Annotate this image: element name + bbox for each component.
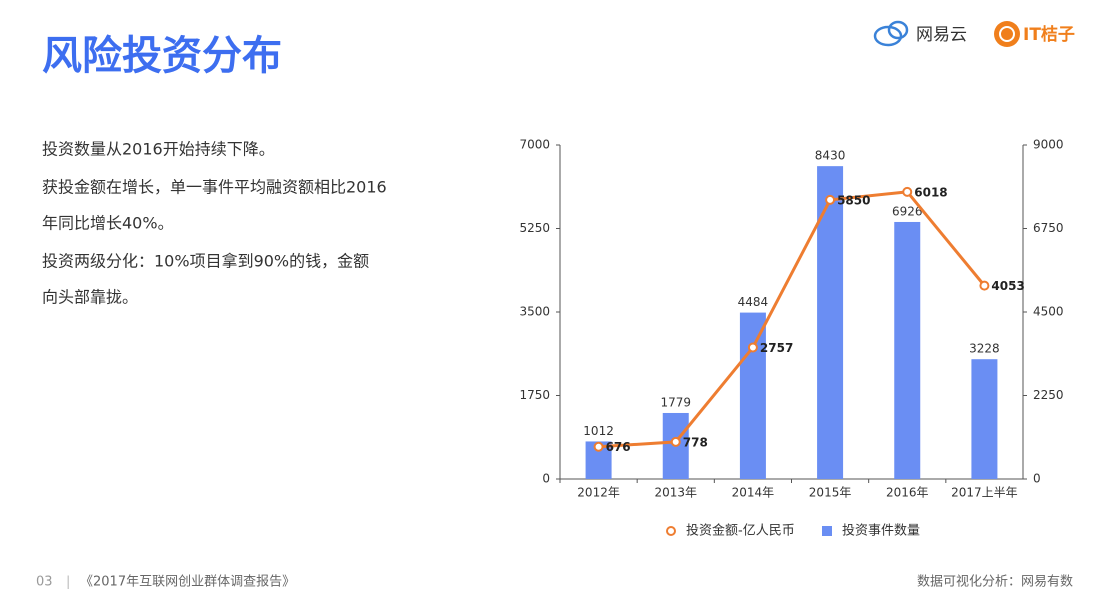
line-point bbox=[747, 342, 758, 353]
line-point bbox=[902, 186, 913, 197]
line-label: 5850 bbox=[837, 193, 870, 207]
bar-label: 4484 bbox=[738, 295, 769, 309]
report-name: 《2017年互联网创业群体调查报告》 bbox=[80, 575, 295, 590]
y-tick-label: 5250 bbox=[519, 221, 550, 235]
paragraph-line: 投资数量从2016开始持续下降。 bbox=[42, 140, 275, 159]
legend-label: 投资金额-亿人民币 bbox=[686, 523, 795, 539]
page-number: 03 bbox=[36, 575, 53, 590]
x-tick-label: 2016年 bbox=[886, 486, 929, 500]
bar bbox=[894, 221, 921, 479]
y-tick-label: 1750 bbox=[519, 388, 550, 402]
line-label: 778 bbox=[683, 435, 708, 449]
y2-tick-label: 9000 bbox=[1033, 138, 1064, 152]
x-tick-label: 2013年 bbox=[654, 486, 697, 500]
bar bbox=[739, 312, 766, 479]
logo-itjuzi: IT桔子 bbox=[994, 21, 1075, 47]
bar-label: 1779 bbox=[660, 395, 691, 409]
legend-label: 投资事件数量 bbox=[842, 523, 920, 539]
bar bbox=[817, 166, 844, 480]
logo-netease: 网易云 bbox=[873, 20, 967, 47]
y2-tick-label: 2250 bbox=[1033, 388, 1064, 402]
line-point bbox=[979, 280, 990, 291]
paragraph-line: 年同比增长40%。 bbox=[42, 214, 174, 233]
source: 数据可视化分析：网易有数 bbox=[917, 575, 1073, 590]
line-label: 4053 bbox=[991, 279, 1024, 293]
paragraph-line: 向头部靠拢。 bbox=[42, 288, 138, 307]
x-tick-label: 2012年 bbox=[577, 486, 620, 500]
y-tick-label: 7000 bbox=[519, 138, 550, 152]
x-tick-label: 2017上半年 bbox=[951, 486, 1018, 500]
bar-label: 8430 bbox=[815, 149, 846, 163]
x-tick-label: 2015年 bbox=[809, 486, 852, 500]
line-point bbox=[825, 194, 836, 205]
bar bbox=[971, 359, 998, 479]
line-label: 676 bbox=[606, 440, 631, 454]
line-point bbox=[593, 441, 604, 452]
paragraph-line: 投资两级分化：10%项目拿到90%的钱，金额 bbox=[42, 252, 369, 271]
logo-text: IT桔子 bbox=[1023, 24, 1075, 45]
legend-swatch bbox=[666, 526, 676, 536]
bar-label: 6926 bbox=[892, 204, 923, 218]
line-label: 2757 bbox=[760, 341, 793, 355]
paragraph-line: 获投金额在增长，单一事件平均融资额相比2016 bbox=[42, 178, 387, 197]
y2-tick-label: 6750 bbox=[1033, 221, 1064, 235]
line-point bbox=[670, 436, 681, 447]
line bbox=[598, 190, 986, 449]
bar-label: 3228 bbox=[969, 342, 1000, 356]
chart: 0 1750 3500 5250 7000 0 2250 4500 6750 9000 2012年 2… bbox=[519, 138, 1063, 539]
legend-swatch bbox=[822, 526, 832, 536]
x-tick-label: 2014年 bbox=[732, 486, 775, 500]
logo-text: 网易云 bbox=[916, 25, 967, 45]
bar-label: 1012 bbox=[583, 424, 614, 438]
y2-tick-label: 4500 bbox=[1033, 305, 1064, 319]
line-label: 6018 bbox=[914, 185, 947, 199]
y-tick-label: 3500 bbox=[519, 305, 550, 319]
y2-tick-label: 0 bbox=[1033, 472, 1041, 486]
y-tick-label: 0 bbox=[542, 472, 550, 486]
slide-title: 风险投资分布 bbox=[42, 33, 282, 79]
separator: | bbox=[66, 575, 70, 590]
